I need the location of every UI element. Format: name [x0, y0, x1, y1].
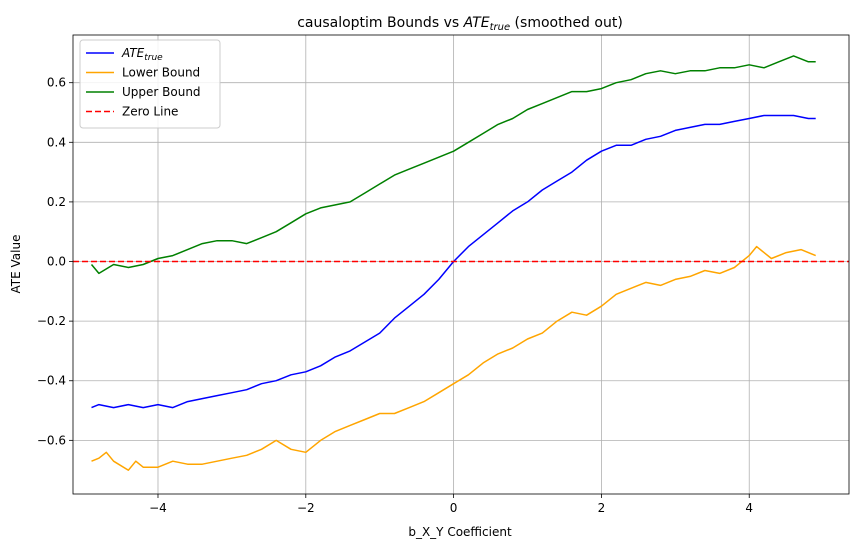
legend-label-main: Upper Bound [122, 85, 201, 99]
y-tick-label: 0.0 [47, 255, 66, 269]
y-tick-label: −0.4 [37, 374, 66, 388]
y-tick-label: 0.2 [47, 195, 66, 209]
plot-frame [72, 34, 850, 495]
legend: ATEtrue Lower Bound Upper Bound Zero Line [79, 39, 221, 129]
title-math-main: ATE [463, 15, 490, 31]
y-tick-label: −0.6 [37, 433, 66, 447]
x-tick-label: −2 [297, 501, 315, 515]
chart-title: causaloptim Bounds vs ATEtrue (smoothed … [297, 15, 623, 33]
x-tick-label: 0 [450, 501, 458, 515]
title-math-sub: true [490, 22, 511, 33]
legend-label-main: Zero Line [122, 105, 178, 119]
series-line-upper-bound [90, 55, 816, 275]
series-line-lower-bound [91, 245, 816, 471]
legend-label-sub: true [144, 53, 163, 63]
x-tick-label: 2 [598, 501, 606, 515]
title-prefix: causaloptim Bounds vs [297, 15, 463, 31]
x-tick-label: −4 [149, 501, 167, 515]
legend-label-main: ATE [121, 46, 145, 60]
legend-box [79, 39, 221, 129]
y-tick-label: 0.6 [47, 76, 66, 90]
y-axis-label: ATE Value [9, 235, 23, 294]
legend-label: ATEtrue [121, 46, 163, 63]
series-layer [73, 55, 849, 471]
legend-label-main: Lower Bound [122, 66, 200, 80]
legend-label: Upper Bound [122, 85, 201, 99]
y-tick-label: −0.2 [37, 314, 66, 328]
x-tick-label: 4 [745, 501, 753, 515]
legend-label: Zero Line [122, 105, 178, 119]
legend-label: Lower Bound [122, 66, 200, 80]
ticks: −4 −2 0 2 4 −0.6 −0.4 −0.2 0.0 0.2 0.4 0.6 [37, 76, 753, 515]
title-suffix: (smoothed out) [510, 15, 623, 31]
x-axis-label: b_X_Y Coefficient [408, 525, 512, 539]
y-tick-label: 0.4 [47, 135, 66, 149]
